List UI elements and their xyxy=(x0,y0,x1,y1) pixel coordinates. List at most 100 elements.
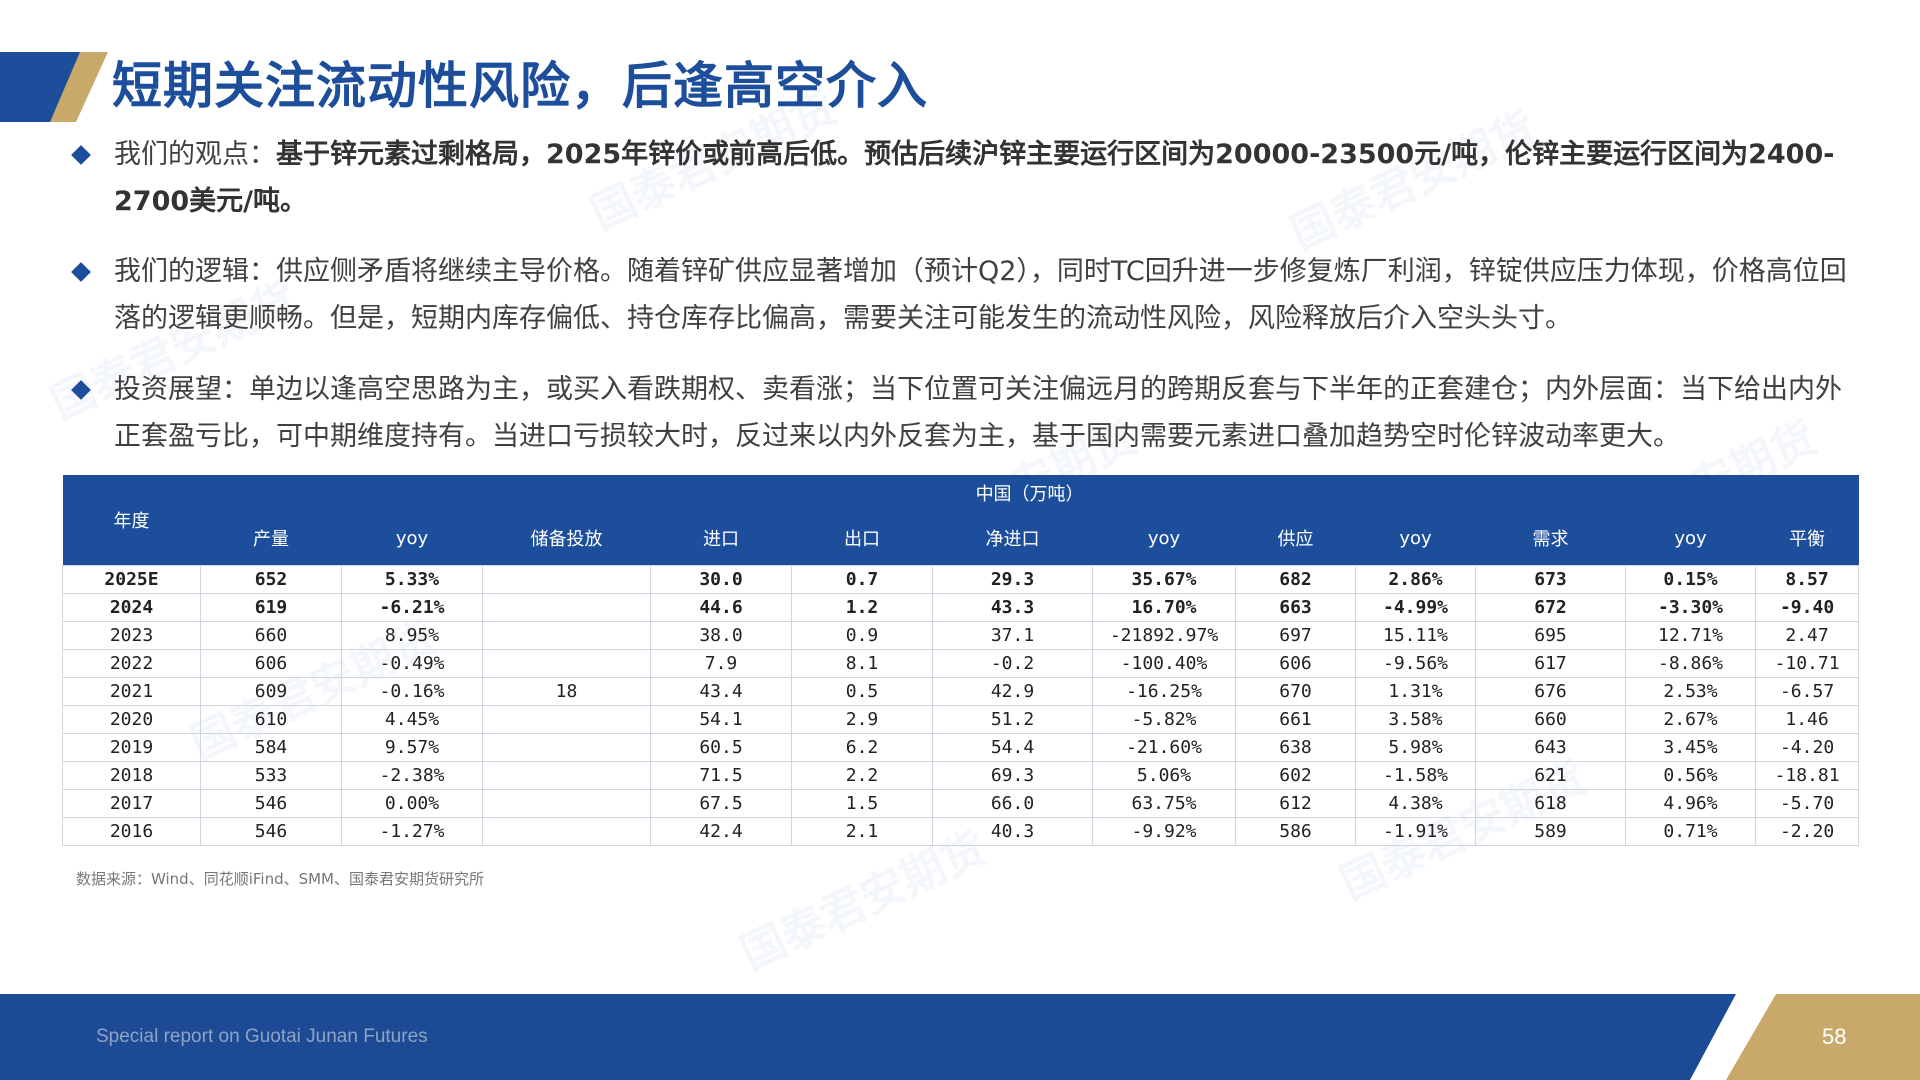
table-cell: 1.2 xyxy=(791,593,933,622)
table-cell: -9.56% xyxy=(1355,649,1476,678)
table-cell: 42.4 xyxy=(650,817,792,846)
table-row: 2018 533 -2.38% 71.5 2.2 69.3 5.06% 602 -1.58% 62… xyxy=(62,761,1860,790)
table-cell: 71.5 xyxy=(650,761,792,790)
table-cell: 3.45% xyxy=(1625,733,1756,762)
table-cell: 18 xyxy=(482,677,651,706)
table-cell: -0.16% xyxy=(341,677,483,706)
year-cell: 2023 xyxy=(62,621,201,650)
column-header: 出口 xyxy=(791,511,933,566)
table-cell: 586 xyxy=(1235,817,1356,846)
table-cell: 38.0 xyxy=(650,621,792,650)
table-row: 2017 546 0.00% 67.5 1.5 66.0 63.75% 612 4.38% 618… xyxy=(62,789,1860,818)
table-cell: 2.67% xyxy=(1625,705,1756,734)
column-header: yoy xyxy=(1092,511,1236,566)
table-cell: 606 xyxy=(1235,649,1356,678)
table-cell: 0.5 xyxy=(791,677,933,706)
column-header: 产量 xyxy=(200,511,342,566)
table-cell: 546 xyxy=(200,817,342,846)
column-header: 净进口 xyxy=(932,511,1093,566)
table-cell: -3.30% xyxy=(1625,593,1756,622)
bullet-label: 投资展望： xyxy=(114,374,249,405)
table-cell: 3.58% xyxy=(1355,705,1476,734)
table-cell: 676 xyxy=(1475,677,1626,706)
table-cell: 67.5 xyxy=(650,789,792,818)
table-cell: -6.57 xyxy=(1754,677,1860,706)
table-cell: 44.6 xyxy=(650,593,792,622)
page-title: 短期关注流动性风险，后逢高空介入 xyxy=(112,57,928,115)
table-cell: -4.99% xyxy=(1355,593,1476,622)
table-cell: 2.86% xyxy=(1355,565,1476,594)
table-cell: 672 xyxy=(1475,593,1626,622)
table-cell: -4.20 xyxy=(1754,733,1860,762)
footer-bar xyxy=(0,994,1920,1080)
table-cell: 43.3 xyxy=(932,593,1093,622)
year-cell: 2024 xyxy=(62,593,201,622)
table-row: 2020 610 4.45% 54.1 2.9 51.2 -5.82% 661 3.58% 660… xyxy=(62,705,1860,734)
table-cell: 7.9 xyxy=(650,649,792,678)
table-cell: 51.2 xyxy=(932,705,1093,734)
table-cell: 30.0 xyxy=(650,565,792,594)
table-cell: 54.1 xyxy=(650,705,792,734)
table-cell: 16.70% xyxy=(1092,593,1236,622)
diamond-bullet-icon xyxy=(71,380,91,400)
table-cell: 54.4 xyxy=(932,733,1093,762)
bullet-outlook: 投资展望：单边以逢高空思路为主，或买入看跌期权、卖看涨；当下位置可关注偏远月的跨… xyxy=(70,366,1860,460)
table-cell: 2.47 xyxy=(1754,621,1860,650)
table-cell: 40.3 xyxy=(932,817,1093,846)
bullet-viewpoint: 我们的观点：基于锌元素过剩格局，2025年锌价或前高后低。预估后续沪锌主要运行区… xyxy=(70,131,1860,225)
table-cell: -0.2 xyxy=(932,649,1093,678)
table-cell: 15.11% xyxy=(1355,621,1476,650)
table-cell: 69.3 xyxy=(932,761,1093,790)
table-cell: -2.38% xyxy=(341,761,483,790)
table-cell: 618 xyxy=(1475,789,1626,818)
table-cell: 1.31% xyxy=(1355,677,1476,706)
table-cell: 0.15% xyxy=(1625,565,1756,594)
table-cell: 610 xyxy=(200,705,342,734)
table-cell xyxy=(482,733,651,762)
table-cell: 673 xyxy=(1475,565,1626,594)
column-header: 需求 xyxy=(1475,511,1626,566)
column-header: 供应 xyxy=(1235,511,1356,566)
year-cell: 2017 xyxy=(62,789,201,818)
table-cell: 661 xyxy=(1235,705,1356,734)
table-cell: 584 xyxy=(200,733,342,762)
table-cell: 0.7 xyxy=(791,565,933,594)
diamond-bullet-icon xyxy=(71,262,91,282)
table-cell: 697 xyxy=(1235,621,1356,650)
table-cell: 66.0 xyxy=(932,789,1093,818)
table-cell: 606 xyxy=(200,649,342,678)
table-cell: -6.21% xyxy=(341,593,483,622)
footer-text: Special report on Guotai Junan Futures xyxy=(96,1026,428,1047)
table-cell: 4.38% xyxy=(1355,789,1476,818)
header-year: 年度 xyxy=(62,475,201,566)
column-header: 进口 xyxy=(650,511,792,566)
table-cell: 0.9 xyxy=(791,621,933,650)
bullet-text: 供应侧矛盾将继续主导价格。随着锌矿供应显著增加（预计Q2），同时TC回升进一步修… xyxy=(114,256,1847,334)
table-cell: 4.45% xyxy=(341,705,483,734)
table-cell: 6.2 xyxy=(791,733,933,762)
table-cell xyxy=(482,621,651,650)
table-cell: -21892.97% xyxy=(1092,621,1236,650)
table-cell: 29.3 xyxy=(932,565,1093,594)
table-cell: 663 xyxy=(1235,593,1356,622)
table-cell: 612 xyxy=(1235,789,1356,818)
table-cell: -21.60% xyxy=(1092,733,1236,762)
table-cell: 5.06% xyxy=(1092,761,1236,790)
table-cell: 1.5 xyxy=(791,789,933,818)
table-cell: 35.67% xyxy=(1092,565,1236,594)
table-cell: 42.9 xyxy=(932,677,1093,706)
table-cell: 609 xyxy=(200,677,342,706)
bullet-bold-text: 基于锌元素过剩格局，2025年锌价或前高后低。预估后续沪锌主要运行区间为2000… xyxy=(114,139,1835,217)
table-cell xyxy=(482,789,651,818)
table-cell xyxy=(482,565,651,594)
table-cell: 619 xyxy=(200,593,342,622)
header-accent-shape xyxy=(0,52,108,122)
table-cell: -5.70 xyxy=(1754,789,1860,818)
table-cell: 12.71% xyxy=(1625,621,1756,650)
table-cell: 63.75% xyxy=(1092,789,1236,818)
table-row: 2019 584 9.57% 60.5 6.2 54.4 -21.60% 638 5.98% 64… xyxy=(62,733,1860,762)
table-cell: 43.4 xyxy=(650,677,792,706)
table-cell: -16.25% xyxy=(1092,677,1236,706)
table-cell: 2.9 xyxy=(791,705,933,734)
year-cell: 2016 xyxy=(62,817,201,846)
